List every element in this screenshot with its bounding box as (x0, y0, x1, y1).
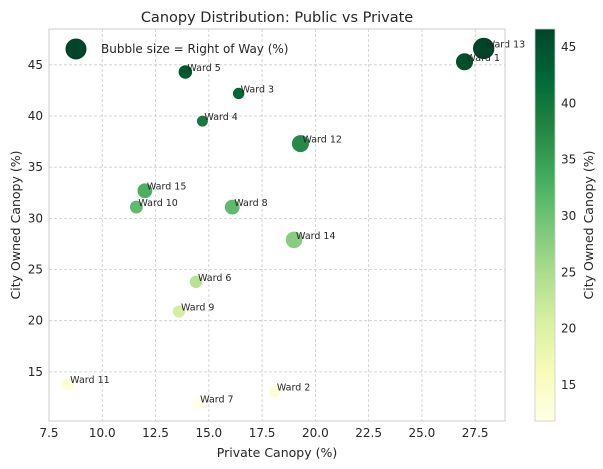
colorbar-tick-label: 35 (561, 153, 576, 167)
bubble-point (195, 114, 209, 128)
legend: Bubble size = Right of Way (%) (64, 37, 288, 61)
bubble-point (177, 64, 194, 80)
x-tick-label: 12.5 (142, 426, 169, 440)
point-label: Ward 9 (181, 302, 214, 313)
x-tick-label: 22.5 (355, 426, 382, 440)
colorbar-tick-label: 30 (561, 209, 576, 223)
y-tick-label: 25 (28, 263, 43, 277)
bubble-point (171, 304, 187, 319)
grid-lines (48, 29, 505, 421)
point-label: Ward 6 (198, 273, 231, 284)
point-label: Ward 2 (277, 382, 310, 393)
x-axis-label: Private Canopy (%) (217, 445, 337, 460)
point-label: Ward 3 (241, 84, 274, 95)
colorbar-tick-label: 15 (561, 378, 576, 392)
bubble-point (61, 377, 76, 392)
colorbar-gradient (534, 28, 556, 422)
x-tick-label: 17.5 (249, 426, 276, 440)
point-label: Ward 4 (204, 112, 237, 123)
point-label: Ward 10 (138, 198, 177, 209)
y-tick-label: 35 (28, 160, 43, 174)
colorbar-tick-label: 25 (561, 265, 576, 279)
point-label: Ward 12 (302, 135, 341, 146)
bubble-point (454, 52, 475, 72)
colorbar-tick-label: 20 (561, 322, 576, 336)
chart-title: Canopy Distribution: Public vs Private (141, 10, 413, 26)
colorbar-label: City Owned Canopy (%) (581, 151, 596, 300)
point-label: Ward 1 (467, 53, 500, 64)
bubble-point (231, 86, 246, 101)
point-label: Ward 11 (70, 375, 109, 386)
bubble-point (267, 384, 282, 399)
y-tick-label: 20 (28, 314, 43, 328)
point-label: Ward 14 (296, 231, 335, 242)
y-axis-ticks: 15 20 25 30 35 40 45 (28, 58, 43, 379)
bubble-point (223, 198, 241, 216)
y-tick-label: 40 (28, 109, 43, 123)
y-axis-label: City Owned Canopy (%) (8, 151, 23, 300)
bubble-layer (61, 36, 496, 411)
plot-area (49, 29, 505, 421)
x-tick-label: 25.0 (409, 426, 436, 440)
y-tick-label: 30 (28, 211, 43, 225)
bubble-point (284, 230, 304, 250)
point-label: Ward 7 (200, 395, 233, 406)
point-label: Ward 8 (234, 198, 267, 209)
colorbar-tick-label: 45 (561, 40, 576, 54)
legend-label: Bubble size = Right of Way (%) (101, 42, 288, 56)
legend-marker (64, 37, 88, 61)
bubble-point (472, 36, 496, 61)
x-tick-label: 15.0 (195, 426, 222, 440)
colorbar-tick-label: 40 (561, 96, 576, 110)
y-tick-label: 15 (28, 365, 43, 379)
x-tick-label: 20.0 (302, 426, 329, 440)
y-tick-label: 45 (28, 58, 43, 72)
bubble-point (188, 274, 204, 290)
bubble-point (136, 182, 154, 200)
colorbar: 15 20 25 30 35 40 45 City Owned Canopy (%) (534, 28, 596, 422)
point-label: Ward 5 (187, 63, 220, 74)
x-tick-label: 27.5 (462, 426, 489, 440)
bubble-point (290, 134, 310, 154)
point-label: Ward 15 (147, 182, 186, 193)
x-tick-label: 10.0 (89, 426, 116, 440)
x-tick-label: 7.5 (39, 426, 58, 440)
bubble-point (191, 396, 205, 411)
bubble-point (128, 199, 144, 215)
colorbar-ticks: 15 20 25 30 35 40 45 (561, 40, 576, 392)
x-axis-ticks: 7.5 10.0 12.5 15.0 17.5 20.0 22.5 25.0 27.5 (39, 426, 488, 440)
plot-frame (48, 28, 506, 422)
